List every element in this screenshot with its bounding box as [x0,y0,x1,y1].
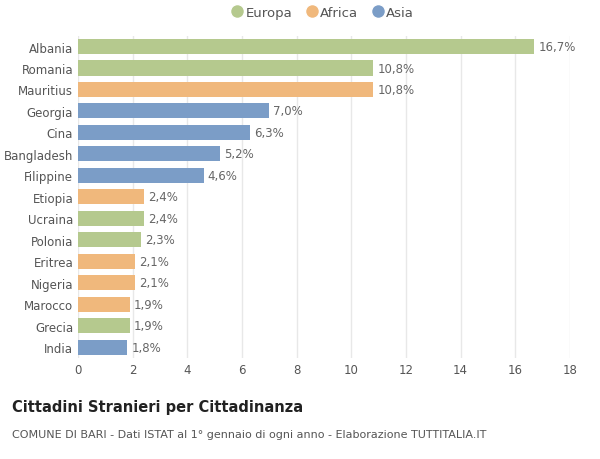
Text: 4,6%: 4,6% [208,169,238,182]
Bar [78,168,204,184]
Text: 1,9%: 1,9% [134,319,164,332]
Bar [78,62,373,76]
Text: 2,4%: 2,4% [148,191,178,204]
Bar [78,83,373,98]
Legend: Europa, Africa, Asia: Europa, Africa, Asia [229,1,419,25]
Text: 7,0%: 7,0% [274,105,303,118]
Text: 10,8%: 10,8% [377,84,415,97]
Text: 16,7%: 16,7% [539,41,576,54]
Bar [78,233,141,248]
Bar [78,211,143,226]
Text: 6,3%: 6,3% [254,127,284,140]
Bar [78,340,127,355]
Text: Cittadini Stranieri per Cittadinanza: Cittadini Stranieri per Cittadinanza [12,399,303,414]
Text: 2,3%: 2,3% [145,234,175,246]
Text: 5,2%: 5,2% [224,148,254,161]
Text: COMUNE DI BARI - Dati ISTAT al 1° gennaio di ogni anno - Elaborazione TUTTITALIA: COMUNE DI BARI - Dati ISTAT al 1° gennai… [12,429,487,439]
Bar [78,254,136,269]
Bar [78,104,269,119]
Bar [78,275,136,291]
Bar [78,297,130,312]
Text: 2,4%: 2,4% [148,213,178,225]
Bar [78,319,130,333]
Bar [78,40,535,55]
Text: 1,8%: 1,8% [131,341,161,354]
Bar [78,126,250,140]
Bar [78,147,220,162]
Bar [78,190,143,205]
Text: 2,1%: 2,1% [139,277,169,290]
Text: 1,9%: 1,9% [134,298,164,311]
Text: 10,8%: 10,8% [377,62,415,75]
Text: 2,1%: 2,1% [139,255,169,268]
